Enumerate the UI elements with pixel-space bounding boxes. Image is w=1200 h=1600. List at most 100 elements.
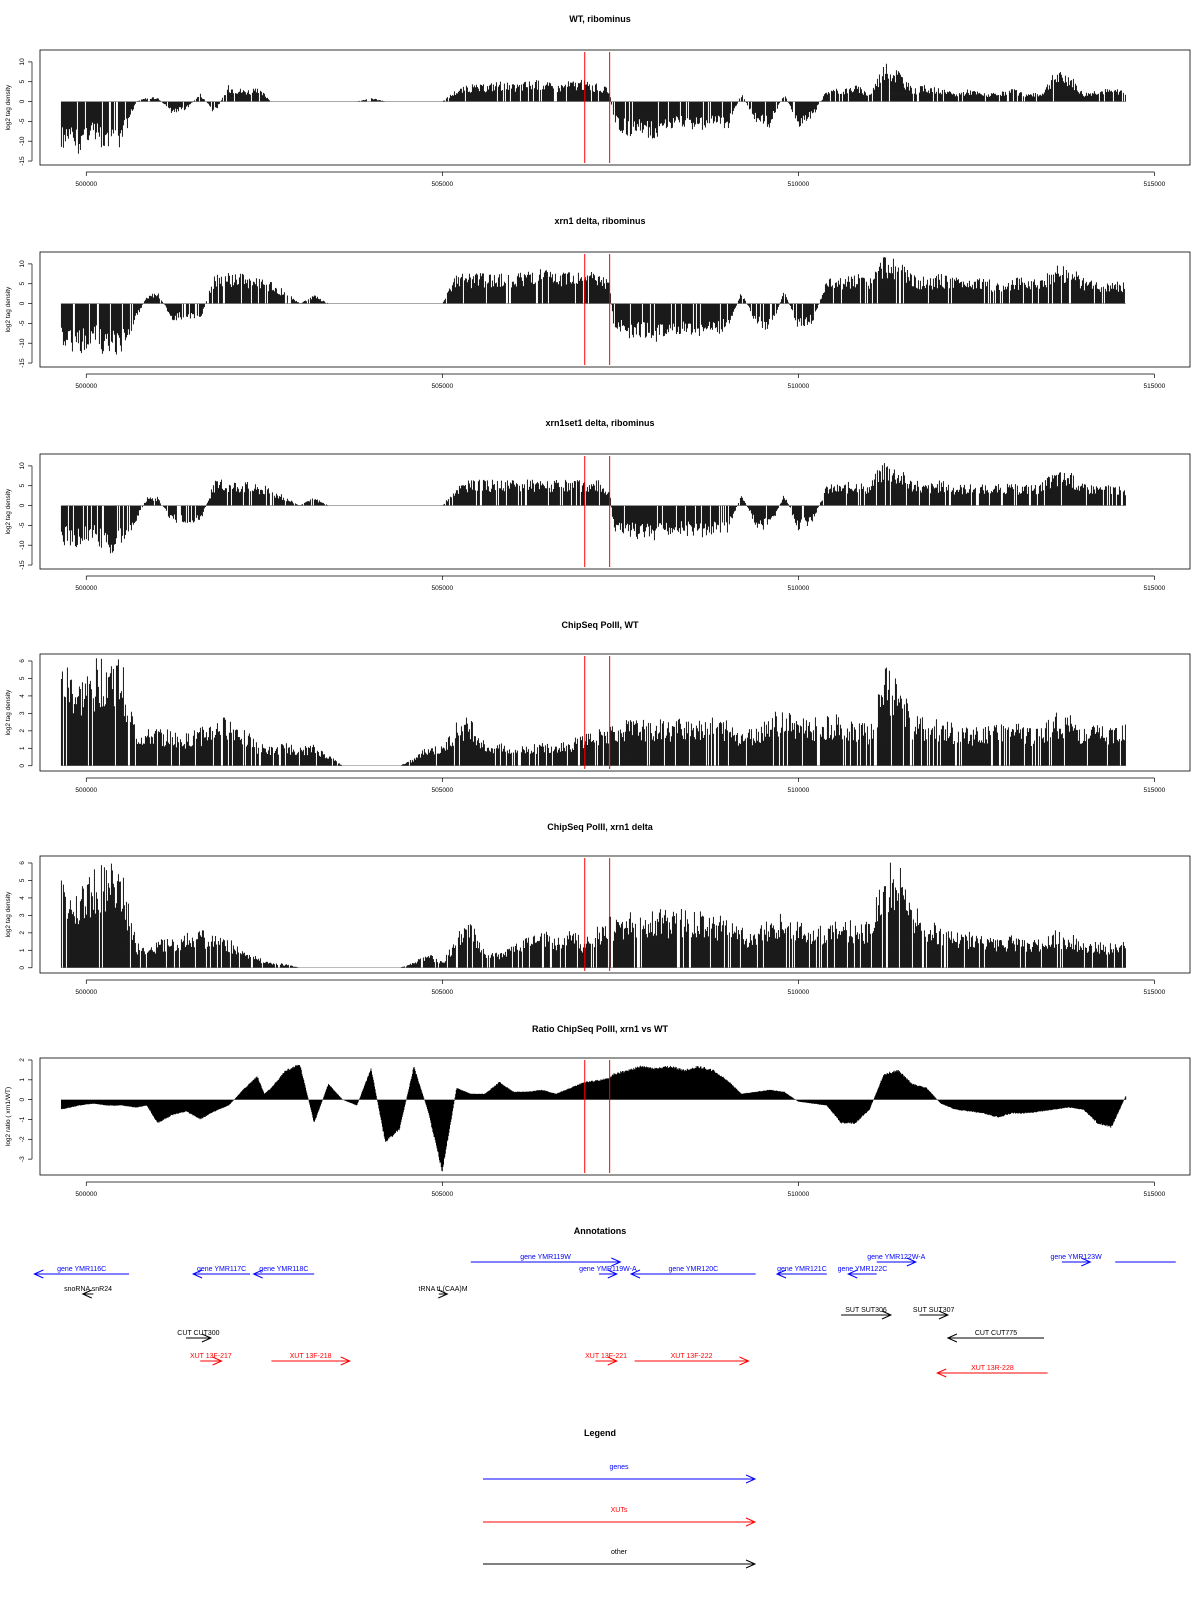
annotations-panel: Annotations gene YMR116C gene YMR117C gene …	[0, 1222, 1200, 1402]
plot-frame	[39, 855, 1191, 974]
legend-label: genes	[609, 1464, 629, 1471]
y-tick-label: -15	[19, 358, 26, 368]
feature-arrow	[876, 1257, 918, 1267]
feature-arrow	[191, 1269, 251, 1279]
feature-arrow	[200, 1356, 223, 1366]
signal-bars	[60, 257, 1125, 355]
arrow-head-right	[906, 1257, 918, 1267]
feature-arrow	[33, 1269, 130, 1279]
arrow-head-left	[191, 1269, 203, 1279]
x-tick-label: 510000	[788, 383, 810, 390]
feature-arrow	[775, 1269, 827, 1279]
y-tick-label: 1	[19, 948, 26, 952]
y-tick-label: 0	[19, 966, 26, 970]
legend-label: other	[611, 1549, 628, 1556]
legend-arrow	[483, 1517, 757, 1527]
y-axis-label: log2 tag density	[5, 84, 12, 130]
arrow-head-right	[1081, 1257, 1092, 1267]
feature-label: SUT SUT307	[913, 1307, 955, 1314]
x-tick-label: 505000	[431, 383, 453, 390]
feature-arrow	[438, 1289, 449, 1299]
arrow-head-right	[340, 1356, 351, 1366]
feature-arrow	[629, 1269, 756, 1279]
signal-bars	[61, 1064, 1127, 1172]
feature-label: gene YMR117C	[197, 1266, 246, 1273]
feature-label: snoRNA snR24	[64, 1286, 112, 1293]
chart-title: WT, ribominus	[569, 14, 631, 24]
feature-label: SUT SUT306	[845, 1307, 887, 1314]
y-tick-label: -5	[19, 320, 26, 326]
y-tick-label: -10	[19, 136, 26, 146]
signal-series	[60, 257, 1125, 355]
annotations-svg: gene YMR116C gene YMR117C gene YMR118C gene…	[33, 1254, 1176, 1378]
x-tick-label: 515000	[1144, 181, 1166, 188]
feature-label: XUT 13R-228	[971, 1365, 1014, 1372]
x-tick-label: 505000	[431, 989, 453, 996]
chart-title: xrn1set1 delta, ribominus	[545, 418, 655, 428]
x-tick-label: 510000	[788, 989, 810, 996]
x-tick-label: 500000	[75, 585, 97, 592]
y-axis-label: log2 tag density	[5, 286, 12, 332]
chart-svg: 0 1 2 3 4 5 6 log2 tag density 500000 505000 51000…	[5, 855, 1191, 996]
arrow-head-left	[946, 1333, 958, 1343]
arrow-head-left	[846, 1269, 858, 1279]
arrow-head-left	[33, 1269, 44, 1279]
y-tick-label: 10	[19, 462, 26, 470]
x-tick-label: 500000	[75, 383, 97, 390]
feature-label: CUT CUT775	[975, 1330, 1017, 1337]
chart-svg: -15 -10 -5 0 5 10 log2 tag density 500000 505000…	[5, 251, 1191, 390]
signal-series	[60, 658, 1126, 766]
arrow-head-right	[938, 1310, 950, 1320]
feature-label: XUT 13F-221	[585, 1353, 627, 1360]
feature-label: tRNA tL(CAA)M	[419, 1286, 468, 1293]
signal-bars	[60, 658, 1126, 766]
feature-label: CUT CUT300	[177, 1330, 219, 1337]
feature-arrow	[271, 1356, 351, 1366]
y-tick-label: 0	[19, 301, 26, 305]
legend-panel: Legend genes XUTs other	[0, 1424, 1200, 1594]
arrow-head-right	[745, 1559, 757, 1569]
signal-bars	[60, 63, 1126, 154]
plot-frame	[39, 251, 1191, 368]
chart-svg: 0 1 2 3 4 5 6 log2 tag density 500000 505000 51000…	[5, 653, 1191, 794]
arrow-head-right	[212, 1356, 223, 1366]
y-tick-label: -15	[19, 560, 26, 570]
x-tick-label: 500000	[75, 787, 97, 794]
arrow-head-right	[881, 1310, 893, 1320]
chart-title: ChipSeq PolII, xrn1 delta	[547, 822, 653, 832]
arrow-head-right	[607, 1269, 619, 1279]
x-tick-label: 505000	[431, 585, 453, 592]
y-tick-label: -5	[19, 522, 26, 528]
arrow-head-right	[607, 1356, 619, 1366]
signal-series	[60, 463, 1126, 554]
feature-arrow	[185, 1333, 213, 1343]
y-tick-label: 3	[19, 711, 26, 715]
x-tick-label: 510000	[788, 787, 810, 794]
x-tick-label: 510000	[788, 585, 810, 592]
y-tick-label: 1	[19, 746, 26, 750]
y-axis-label: log2 tag density	[5, 689, 12, 735]
feature-label: XUT 13F-222	[671, 1353, 713, 1360]
x-tick-label: 515000	[1144, 989, 1166, 996]
signal-series	[61, 1064, 1127, 1172]
y-tick-label: 2	[19, 1058, 26, 1062]
chart-title: Ratio ChipSeq PolII, xrn1 vs WT	[531, 1024, 669, 1034]
y-tick-label: 5	[19, 484, 26, 488]
chart-panel-5: Ratio ChipSeq PolII, xrn1 vs WT -3 -2 -1 0 1 2…	[0, 1020, 1200, 1215]
y-tick-label: 5	[19, 80, 26, 84]
arrow-head-right	[745, 1517, 757, 1527]
feature-label: gene YMR119W	[520, 1254, 571, 1261]
x-tick-label: 515000	[1144, 787, 1166, 794]
x-tick-label: 500000	[75, 1191, 97, 1198]
feature-label: gene YMR120C	[668, 1266, 718, 1273]
y-tick-label: -15	[19, 156, 26, 166]
chart-svg: -15 -10 -5 0 5 10 log2 tag density 500000 505000…	[5, 453, 1191, 592]
x-tick-label: 500000	[75, 181, 97, 188]
chart-title: xrn1 delta, ribominus	[554, 216, 646, 226]
feature-label: gene YMR121C	[777, 1266, 827, 1273]
arrow-head-right	[438, 1289, 449, 1299]
chart-svg: -15 -10 -5 0 5 10 log2 tag density 500000 505000…	[5, 49, 1191, 188]
x-tick-label: 515000	[1144, 383, 1166, 390]
x-tick-label: 510000	[788, 181, 810, 188]
arrow-head-left	[252, 1269, 263, 1279]
